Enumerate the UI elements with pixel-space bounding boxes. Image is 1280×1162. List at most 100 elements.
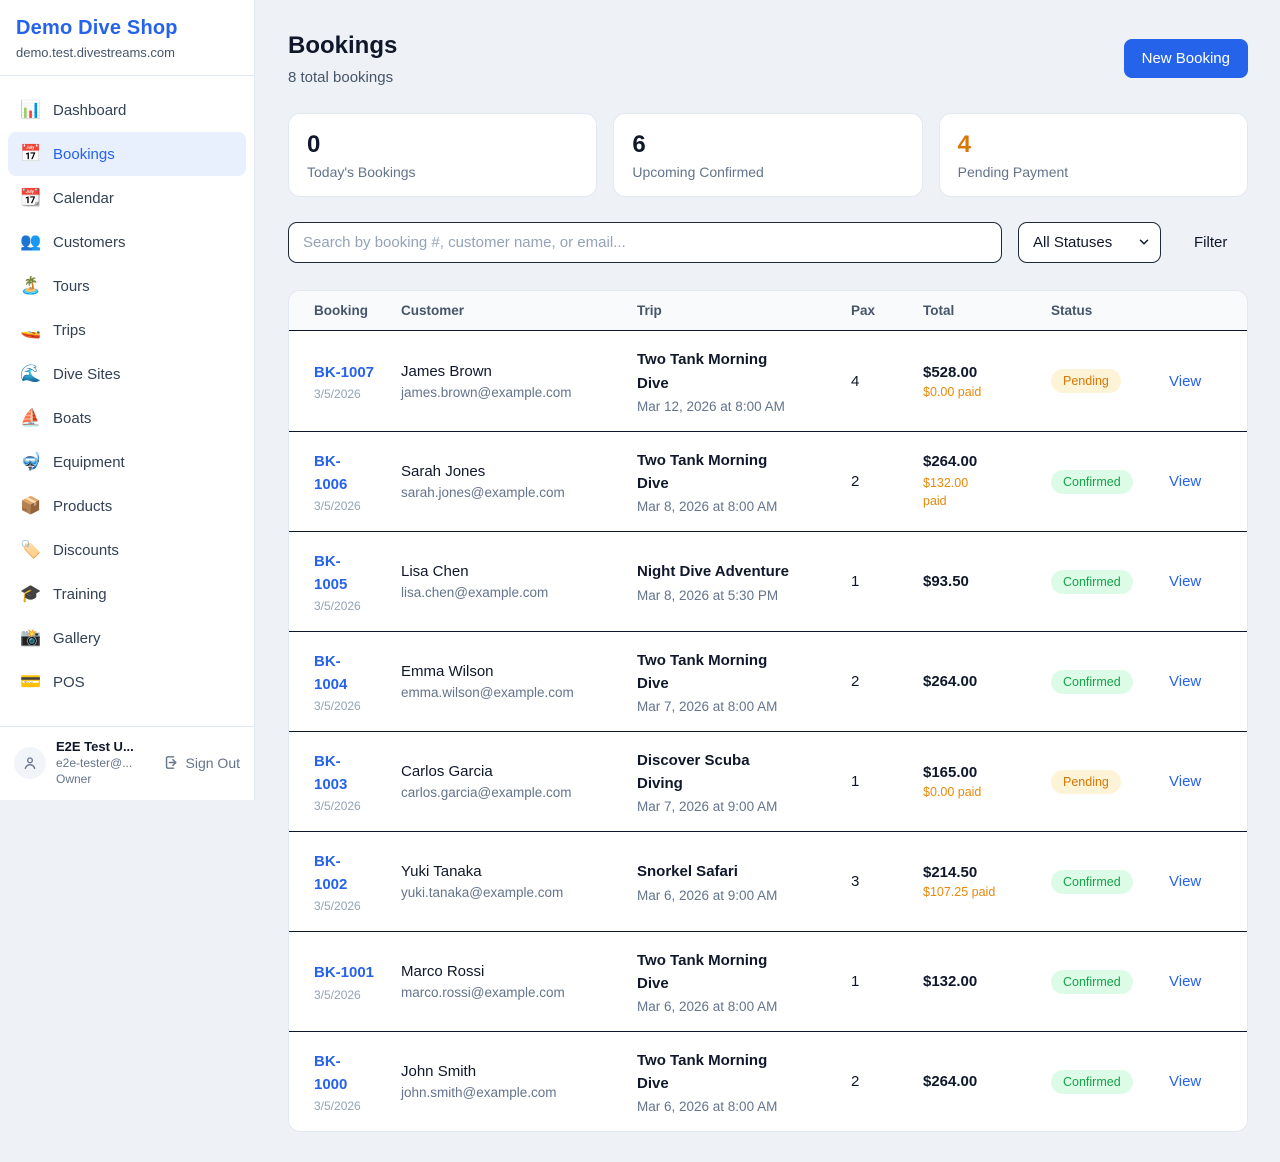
booking-link[interactable]: BK- 1003 bbox=[314, 752, 348, 793]
column-header-trip: Trip bbox=[637, 303, 662, 318]
brand-name: Demo Dive Shop bbox=[16, 17, 178, 39]
pax-count: 1 bbox=[851, 573, 860, 590]
stat-label: Pending Payment bbox=[957, 164, 1069, 180]
sidebar-item-training[interactable]: 🎓 Training bbox=[8, 572, 246, 616]
pax-count: 2 bbox=[851, 673, 860, 690]
view-link[interactable]: View bbox=[1169, 573, 1202, 590]
paid-amount: $132.00 paid bbox=[923, 475, 969, 508]
column-header-total: Total bbox=[923, 303, 955, 318]
booking-link[interactable]: BK-1001 bbox=[314, 964, 375, 982]
search-input[interactable] bbox=[288, 222, 1002, 263]
sidebar-item-label: Boats bbox=[53, 409, 92, 427]
sidebar-item-label: Trips bbox=[53, 321, 86, 339]
user-name: E2E Test U... bbox=[56, 739, 134, 754]
trip-datetime: Mar 6, 2026 at 9:00 AM bbox=[637, 887, 778, 903]
booking-date: 3/5/2026 bbox=[314, 1099, 361, 1114]
sidebar-item-pos[interactable]: 💳 POS bbox=[8, 660, 246, 704]
trip-datetime: Mar 8, 2026 at 5:30 PM bbox=[637, 587, 779, 603]
customer-name: John Smith bbox=[401, 1063, 477, 1080]
view-link[interactable]: View bbox=[1169, 673, 1202, 690]
sidebar-item-boats[interactable]: ⛵ Boats bbox=[8, 396, 246, 440]
avatar bbox=[14, 746, 46, 779]
customer-name: Carlos Garcia bbox=[401, 763, 493, 780]
filter-button[interactable]: Filter bbox=[1194, 234, 1228, 251]
customer-email: john.smith@example.com bbox=[401, 1085, 557, 1100]
status-badge: Confirmed bbox=[1051, 1069, 1133, 1094]
sidebar-item-label: Tours bbox=[53, 277, 90, 295]
table-row: BK- 1003 3/5/2026 Carlos Garcia carlos.ga… bbox=[289, 731, 1247, 831]
status-filter-select[interactable]: All Statuses bbox=[1018, 222, 1161, 263]
total-amount: $528.00 bbox=[923, 363, 978, 381]
column-header-customer: Customer bbox=[401, 303, 465, 318]
sidebar-item-trips[interactable]: 🚤 Trips bbox=[8, 308, 246, 352]
sidebar-item-label: Gallery bbox=[53, 629, 101, 647]
sidebar-item-products[interactable]: 📦 Products bbox=[8, 484, 246, 528]
pax-count: 2 bbox=[851, 473, 860, 490]
booking-date: 3/5/2026 bbox=[314, 599, 361, 614]
credit-card-icon: 💳 bbox=[20, 672, 42, 692]
table-row: BK- 1000 3/5/2026 John Smith john.smith@e… bbox=[289, 1031, 1247, 1131]
stats-row: 0 Today's Bookings 6 Upcoming Confirmed … bbox=[288, 113, 1248, 197]
view-link[interactable]: View bbox=[1169, 773, 1202, 790]
booking-link[interactable]: BK-1007 bbox=[314, 363, 375, 381]
view-link[interactable]: View bbox=[1169, 1073, 1202, 1090]
view-link[interactable]: View bbox=[1169, 473, 1202, 490]
sidebar-item-dashboard[interactable]: 📊 Dashboard bbox=[8, 88, 246, 132]
trip-name: Two Tank Morning Dive bbox=[637, 451, 768, 492]
view-link[interactable]: View bbox=[1169, 873, 1202, 890]
trip-name: Discover Scuba Diving bbox=[637, 751, 750, 792]
column-header-booking: Booking bbox=[314, 303, 368, 318]
booking-link[interactable]: BK- 1002 bbox=[314, 852, 348, 893]
new-booking-button[interactable]: New Booking bbox=[1123, 39, 1248, 78]
booking-date: 3/5/2026 bbox=[314, 699, 361, 714]
stat-value: 6 bbox=[632, 131, 646, 158]
column-header-pax: Pax bbox=[851, 303, 876, 318]
booking-link[interactable]: BK- 1004 bbox=[314, 652, 348, 693]
pax-count: 3 bbox=[851, 873, 860, 890]
pax-count: 2 bbox=[851, 1073, 860, 1090]
view-link[interactable]: View bbox=[1169, 973, 1202, 990]
user-footer: E2E Test U... e2e-tester@... Owner Sign … bbox=[0, 726, 254, 800]
trip-datetime: Mar 7, 2026 at 8:00 AM bbox=[637, 699, 778, 715]
bar-chart-icon: 📊 bbox=[20, 100, 42, 120]
sidebar-item-gallery[interactable]: 📸 Gallery bbox=[8, 616, 246, 660]
trip-datetime: Mar 7, 2026 at 9:00 AM bbox=[637, 799, 778, 815]
sidebar-item-dive-sites[interactable]: 🌊 Dive Sites bbox=[8, 352, 246, 396]
booking-link[interactable]: BK- 1000 bbox=[314, 1052, 348, 1093]
sign-out-label: Sign Out bbox=[185, 754, 240, 771]
stat-card-todays-bookings: 0 Today's Bookings bbox=[288, 113, 598, 197]
sidebar-item-equipment[interactable]: 🤿 Equipment bbox=[8, 440, 246, 484]
sidebar-item-label: Bookings bbox=[53, 145, 115, 163]
page-header: Bookings 8 total bookings New Booking bbox=[288, 32, 1248, 86]
bookings-table: Booking Customer Trip Pax Total Status B… bbox=[288, 290, 1248, 1132]
total-amount: $264.00 bbox=[923, 1073, 978, 1090]
graduation-cap-icon: 🎓 bbox=[20, 584, 42, 604]
view-link[interactable]: View bbox=[1169, 372, 1202, 390]
sailboat-icon: ⛵ bbox=[20, 408, 42, 428]
sidebar-item-label: Discounts bbox=[53, 541, 119, 559]
sidebar-item-bookings[interactable]: 📅 Bookings bbox=[8, 132, 246, 176]
sidebar-item-calendar[interactable]: 📆 Calendar bbox=[8, 176, 246, 220]
trip-datetime: Mar 8, 2026 at 8:00 AM bbox=[637, 499, 778, 515]
sign-out-button[interactable]: Sign Out bbox=[163, 754, 240, 771]
sidebar-item-label: Customers bbox=[53, 233, 126, 251]
table-row: BK- 1005 3/5/2026 Lisa Chen lisa.chen@exa… bbox=[289, 531, 1247, 631]
sidebar-item-customers[interactable]: 👥 Customers bbox=[8, 220, 246, 264]
sidebar: Demo Dive Shop demo.test.divestreams.com… bbox=[0, 0, 255, 800]
island-icon: 🏝️ bbox=[20, 276, 42, 296]
sidebar-item-label: Products bbox=[53, 497, 113, 515]
customer-email: yuki.tanaka@example.com bbox=[401, 885, 564, 900]
booking-link[interactable]: BK- 1006 bbox=[314, 452, 348, 493]
sidebar-item-label: Training bbox=[53, 585, 107, 603]
sidebar-item-tours[interactable]: 🏝️ Tours bbox=[8, 264, 246, 308]
sidebar-item-discounts[interactable]: 🏷️ Discounts bbox=[8, 528, 246, 572]
customer-name: Yuki Tanaka bbox=[401, 863, 482, 880]
sidebar-item-label: Dive Sites bbox=[53, 365, 121, 383]
stat-value: 0 bbox=[307, 131, 321, 158]
booking-date: 3/5/2026 bbox=[314, 987, 361, 1002]
main-content: Bookings 8 total bookings New Booking 0 … bbox=[256, 0, 1280, 1162]
stat-value: 4 bbox=[957, 131, 972, 158]
paid-amount: $107.25 paid bbox=[923, 885, 996, 899]
booking-link[interactable]: BK- 1005 bbox=[314, 552, 348, 593]
wave-icon: 🌊 bbox=[20, 364, 42, 384]
